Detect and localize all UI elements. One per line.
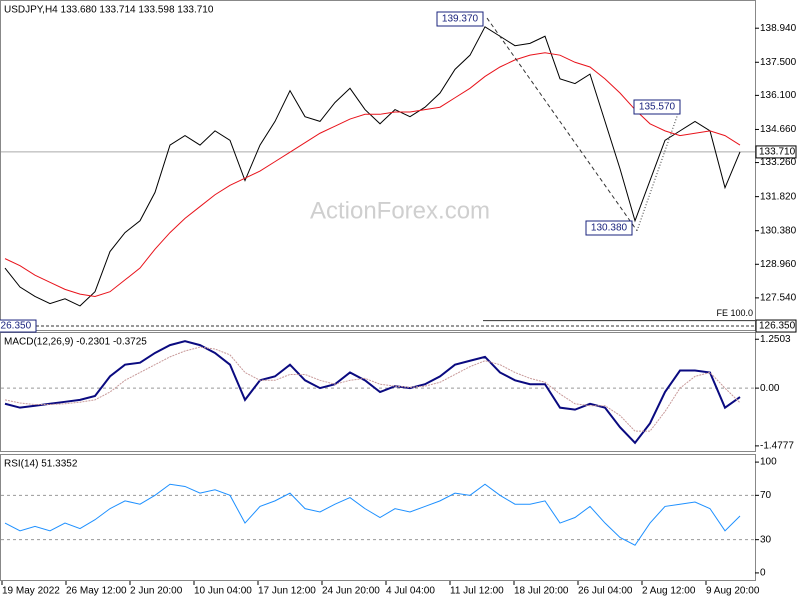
y-tick-label: -1.4777 [760,441,794,452]
x-tick-label: 11 Jul 12:00 [450,586,504,597]
price-label: 133.710 [759,147,796,158]
x-tick-label: 9 Aug 20:00 [706,586,760,597]
y-tick-label: 30 [760,534,772,545]
series-line [4,483,741,546]
support-label: 126.350 [759,321,796,332]
annotation-label: 130.380 [591,223,628,234]
price-box [755,145,797,159]
panel-title: USDJPY,H4 133.680 133.714 133.598 133.71… [4,5,214,16]
annotation-label: 139.370 [442,14,479,25]
y-tick-label: 131.820 [760,191,797,202]
rsi-panel [0,454,756,581]
y-tick-label: 136.100 [760,90,797,101]
fe-label: FE 100.0 [716,308,753,318]
support-box-left [0,319,37,333]
x-tick-label: 17 Jun 12:00 [258,586,316,597]
y-tick-label: 134.660 [760,124,797,135]
watermark: ActionForex.com [310,197,490,224]
zigzag [636,107,681,231]
macd-panel [0,332,756,452]
y-tick-label: 128.960 [760,259,797,270]
series-line [4,346,741,432]
x-tick-label: 18 Jul 20:00 [514,586,569,597]
support-box [755,319,797,333]
series-line [4,26,741,307]
y-tick-label: 138.940 [760,23,797,34]
x-tick-label: 26 Jul 04:00 [578,586,633,597]
support-label-left: 126.350 [0,321,32,332]
annotation-box [436,11,484,27]
y-tick-label: 130.380 [760,225,797,236]
price-panel [0,0,756,331]
y-tick-label: 0 [760,568,766,579]
x-tick-label: 10 Jun 04:00 [194,586,252,597]
x-tick-label: 19 May 2022 [2,586,60,597]
x-tick-label: 2 Aug 12:00 [642,586,696,597]
series-line [4,340,741,445]
x-tick-label: 26 May 12:00 [66,586,127,597]
y-tick-label: 1.2503 [760,334,791,345]
x-tick-label: 2 Jun 20:00 [130,586,183,597]
y-tick-label: 100 [760,457,777,468]
y-tick-label: 127.540 [760,293,797,304]
y-tick-label: 137.500 [760,57,797,68]
y-tick-label: 133.260 [760,157,797,168]
annotation-box [585,220,633,236]
x-tick-label: 4 Jul 04:00 [386,586,435,597]
panel-title: MACD(12,26,9) -0.2301 -0.3725 [4,337,147,348]
x-tick-label: 24 Jun 20:00 [322,586,380,597]
series-line [4,52,741,297]
zigzag [486,17,638,231]
annotation-box [633,99,681,115]
y-tick-label: 70 [760,490,772,501]
annotation-label: 135.570 [639,102,676,113]
panel-title: RSI(14) 51.3352 [4,459,78,470]
y-tick-label: 0.00 [760,383,780,394]
